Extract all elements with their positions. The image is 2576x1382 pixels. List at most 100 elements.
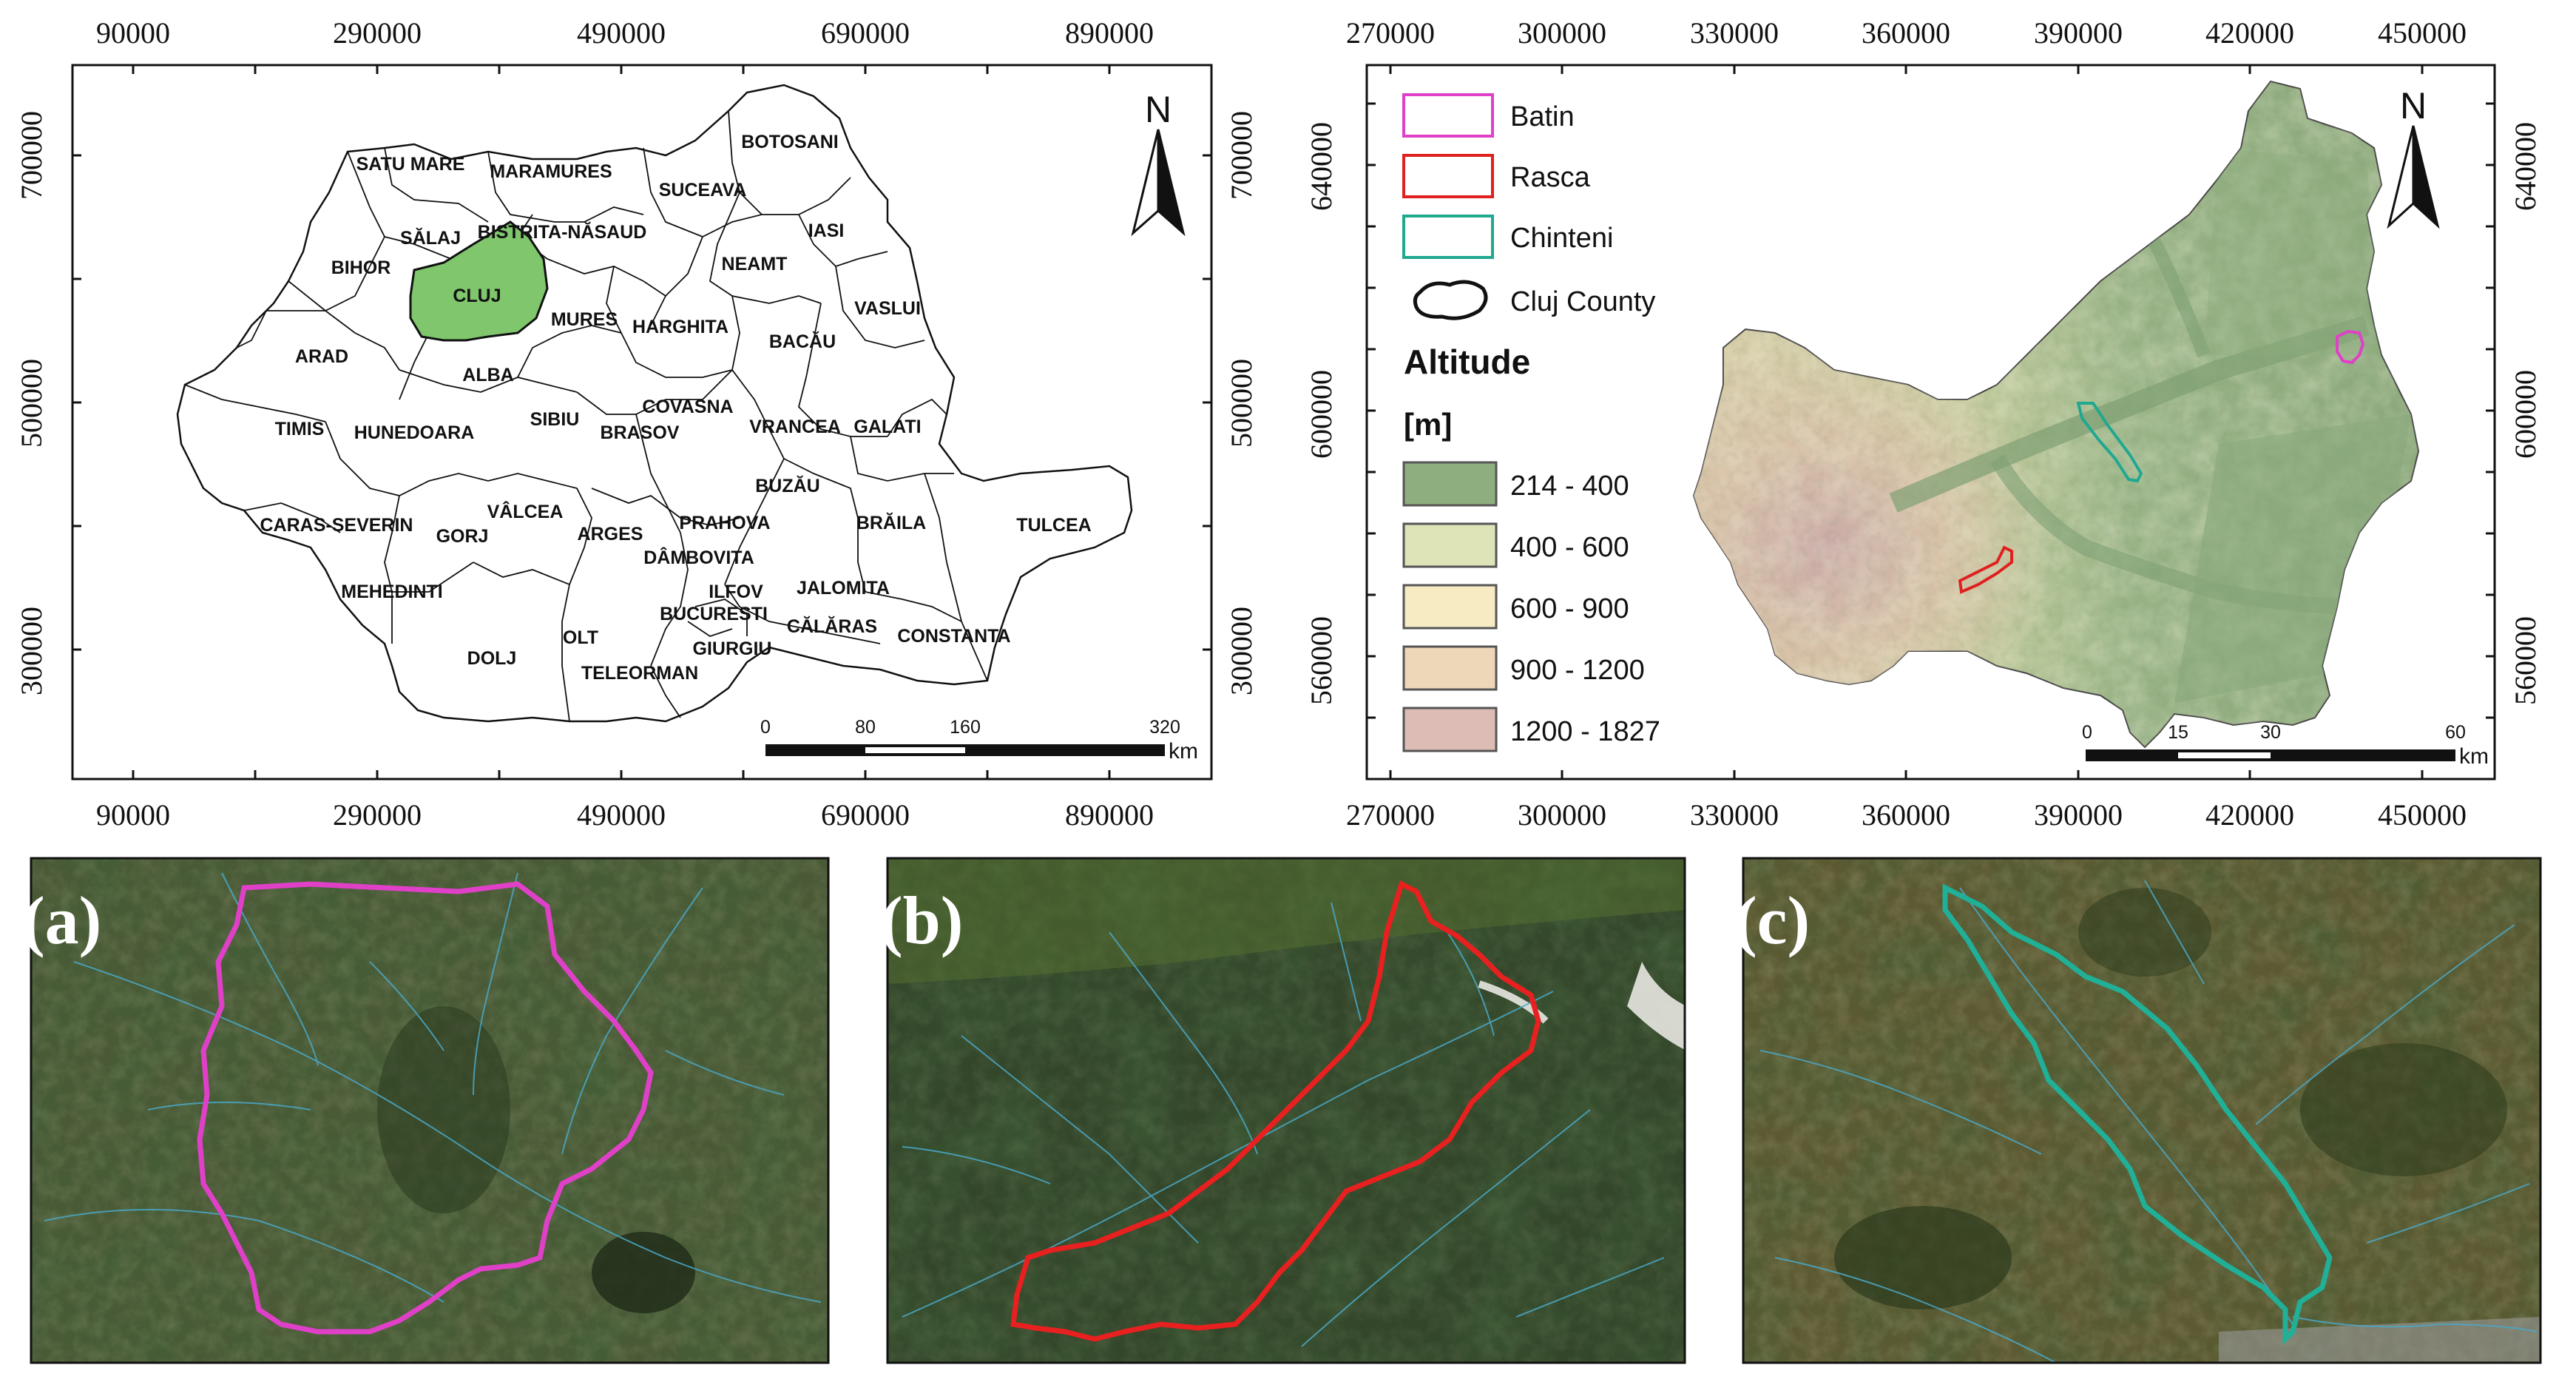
- panel-c-frame: [1742, 857, 2542, 1364]
- y-tick-label: 560000: [2509, 616, 2542, 705]
- county-label: BUCURESTI: [660, 604, 768, 624]
- legend-swatch-cluj-county: [1413, 280, 1488, 320]
- scale-bar-segment: [2178, 752, 2271, 758]
- x-tick-label: 690000: [821, 16, 910, 50]
- romania-north-arrow: N: [1131, 89, 1186, 237]
- county-label: SĂLAJ: [400, 227, 461, 249]
- x-tick-label: 270000: [1346, 16, 1435, 50]
- county-label: DÂMBOVITA: [643, 546, 754, 568]
- county-label: GALATI: [853, 417, 921, 437]
- county-labels: SATU MARE MARAMURES BOTOSANI SUCEAVA SĂLAJ BI…: [260, 132, 1092, 684]
- y-tick-label: 300000: [15, 607, 48, 695]
- altitude-label: 214 - 400: [1510, 471, 1629, 502]
- north-arrow-right-half: [1157, 129, 1186, 237]
- y-tick-label: 560000: [1305, 616, 1338, 705]
- x-tick-label: 490000: [577, 16, 666, 50]
- county-label: GORJ: [436, 526, 489, 547]
- legend-label-cluj-county: Cluj County: [1510, 286, 1655, 317]
- romania-outline: [176, 84, 1133, 723]
- scale-bar-segment: [865, 747, 965, 753]
- county-label: SIBIU: [530, 409, 580, 430]
- county-label: HUNEDOARA: [354, 422, 475, 443]
- legend-label-batin: Batin: [1510, 101, 1575, 132]
- altitude-swatch: [1402, 645, 1498, 691]
- altitude-swatch: [1402, 584, 1498, 630]
- panel-c-label: (c): [1734, 883, 1810, 958]
- altitude-classes: 214 - 400 400 - 600 600 - 900 900 - 1200 120…: [1402, 461, 1660, 752]
- scale-tick-label: 0: [760, 717, 771, 738]
- x-tick-label: 490000: [577, 798, 666, 832]
- county-label: MEHEDINTI: [341, 582, 443, 602]
- cluj-county-highlight: [409, 220, 549, 342]
- county-label: PRAHOVA: [679, 513, 770, 533]
- x-tick-label: 360000: [1862, 16, 1950, 50]
- x-tick-label: 90000: [96, 16, 170, 50]
- county-label: BOTOSANI: [741, 132, 839, 152]
- legend-swatch-rasca: [1402, 154, 1494, 198]
- county-label: CLUJ: [453, 286, 501, 306]
- x-tick-label: 390000: [2034, 798, 2123, 832]
- y-tick-label: 300000: [1225, 607, 1258, 695]
- county-label: ARAD: [295, 346, 348, 367]
- county-boundaries: [184, 110, 988, 722]
- romania-map: 90000 90000 290000 290000 490000 490000 690000…: [15, 16, 1258, 832]
- y-tick-label: 600000: [2509, 370, 2542, 459]
- county-label: BUZĂU: [755, 475, 820, 496]
- county-label: TIMIS: [275, 419, 325, 439]
- cluj-y-ticks: 640000 640000 600000 600000 560000 560000: [1305, 102, 2542, 719]
- x-tick-label: 300000: [1518, 798, 1606, 832]
- x-tick-label: 690000: [821, 798, 910, 832]
- x-tick-label: 390000: [2034, 16, 2123, 50]
- y-tick-label: 640000: [2509, 122, 2542, 211]
- county-label: MARAMURES: [490, 161, 612, 182]
- county-label: BRĂILA: [856, 512, 926, 533]
- county-label: BRASOV: [601, 422, 680, 443]
- x-tick-label: 330000: [1690, 798, 1779, 832]
- scale-tick-label: 60: [2445, 722, 2466, 743]
- panel-c-catchment-boundary: [1942, 883, 2333, 1346]
- scale-tick-label: 15: [2168, 722, 2188, 743]
- legend-altitude-title: Altitude: [1404, 343, 1530, 381]
- county-label: VÂLCEA: [487, 500, 564, 522]
- altitude-label: 900 - 1200: [1510, 655, 1645, 686]
- y-tick-label: 600000: [1305, 370, 1338, 459]
- county-label: GIURGIU: [693, 638, 772, 659]
- county-label: TULCEA: [1016, 515, 1091, 536]
- county-label: DOLJ: [467, 648, 517, 669]
- x-tick-label: 450000: [2378, 798, 2467, 832]
- x-tick-label: 290000: [333, 798, 422, 832]
- county-label: HARGHITA: [632, 317, 728, 337]
- chinteni-catchment-outline: [2076, 402, 2143, 483]
- altitude-label: 400 - 600: [1510, 532, 1629, 563]
- county-label: BIHOR: [331, 257, 391, 278]
- county-label: BACĂU: [769, 331, 836, 352]
- north-label: N: [1145, 89, 1172, 130]
- county-label: VASLUI: [854, 298, 921, 319]
- north-label: N: [2400, 85, 2427, 127]
- county-label: TELEORMAN: [581, 663, 698, 684]
- x-tick-label: 300000: [1518, 16, 1606, 50]
- county-label: IASI: [808, 220, 845, 241]
- scale-tick-label: 160: [950, 717, 981, 738]
- scale-unit: km: [2459, 744, 2489, 769]
- cluj-x-ticks: 270000 270000 300000 300000 330000 330000 3600…: [1346, 16, 2467, 832]
- county-label: CONSTANTA: [897, 626, 1010, 647]
- romania-x-ticks: 90000 90000 290000 290000 490000 490000 690000…: [96, 16, 1154, 832]
- x-tick-label: 420000: [2205, 798, 2294, 832]
- county-label: VRANCEA: [749, 417, 841, 437]
- county-label: JALOMITA: [797, 578, 890, 599]
- x-tick-label: 360000: [1862, 798, 1950, 832]
- county-label: ALBA: [462, 365, 513, 385]
- scale-tick-label: 30: [2260, 722, 2281, 743]
- romania-y-ticks: 700000 700000 500000 500000 300000 300000: [15, 111, 1258, 695]
- legend-swatch-chinteni: [1402, 215, 1494, 259]
- county-label: ILFOV: [709, 582, 763, 602]
- north-arrow-right-half: [2412, 125, 2440, 229]
- x-tick-label: 330000: [1690, 16, 1779, 50]
- altitude-swatch: [1402, 707, 1498, 752]
- county-label: NEAMT: [722, 254, 788, 274]
- altitude-label: 600 - 900: [1510, 593, 1629, 624]
- panel-a-frame: [30, 857, 830, 1364]
- county-label: COVASNA: [642, 397, 733, 417]
- y-tick-label: 500000: [15, 359, 48, 448]
